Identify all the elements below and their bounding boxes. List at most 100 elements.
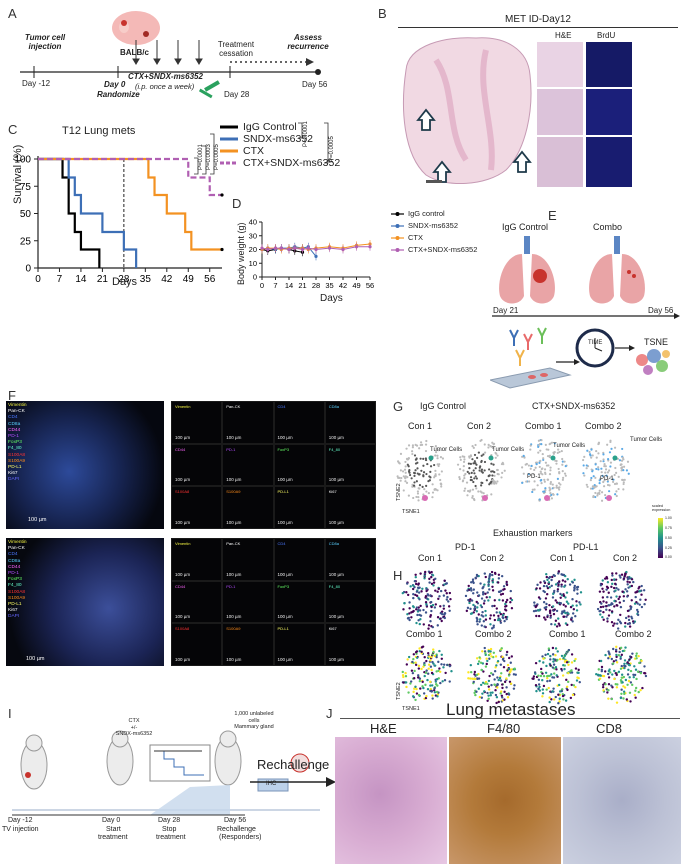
tsne-expression-point	[436, 684, 439, 687]
tsne-expression-point	[482, 602, 486, 605]
tsne-expression-point	[561, 694, 565, 698]
tsne-expression-point	[442, 594, 446, 597]
tsne-point	[546, 454, 550, 458]
tsne-expression-point	[570, 653, 574, 656]
tsne-point	[434, 451, 438, 454]
tsne-point	[532, 473, 535, 476]
tsne-expression-point	[544, 653, 547, 657]
tsne-expression-point	[509, 601, 512, 604]
tsne-expression-point	[414, 593, 417, 597]
tsne-point	[472, 480, 475, 484]
censor-mark	[220, 193, 224, 197]
tsne-expression-point	[497, 573, 501, 576]
tsne-expression-point	[571, 598, 574, 601]
tsne-expression-point	[405, 663, 409, 666]
tsne-expression-point	[493, 604, 496, 608]
tsne-expression-point	[560, 585, 563, 588]
channel-tile: CD44 100 µm	[171, 580, 223, 624]
tsne-expression-point	[535, 587, 538, 590]
tsne-expression-point	[546, 679, 549, 683]
tsne-expression-point	[476, 591, 479, 594]
tsne-expression-point	[502, 585, 506, 588]
tsne-expression-point	[476, 606, 479, 609]
tsne-expression-point	[432, 584, 435, 587]
tsne-point	[522, 472, 525, 475]
tsne-expression-point	[554, 619, 558, 622]
tsne-expression-point	[495, 607, 498, 610]
tsne-expression-point	[469, 607, 472, 611]
tsne-point	[491, 470, 494, 473]
tsne-expression-point	[483, 583, 486, 586]
day28-label: Day 28	[224, 90, 250, 99]
multiplex-overlay-top	[6, 401, 164, 529]
tsne-expression-point	[554, 658, 557, 661]
tsne-cluster-icon	[636, 349, 670, 375]
tsne-expression-point	[417, 674, 420, 677]
tsne-expression-point	[535, 689, 538, 693]
tsne-expression-point	[429, 615, 432, 618]
tsne-point	[483, 469, 486, 472]
tsne-point	[431, 483, 434, 486]
tsne-point	[417, 499, 420, 502]
tsne-expression-point	[542, 601, 546, 604]
tsne-point	[521, 466, 524, 469]
tsne-expression-point	[415, 692, 419, 695]
exhaustion-tsne	[401, 570, 648, 705]
tsne-point	[482, 453, 485, 456]
tsne-expression-point	[448, 680, 451, 683]
tsne-expression-point	[622, 690, 626, 693]
tsne-expression-point	[483, 599, 486, 603]
tsne-expression-point	[424, 671, 428, 675]
tsne-expression-point	[560, 667, 563, 671]
tsne-expression-point	[602, 618, 605, 621]
tsne-expression-point	[501, 592, 505, 596]
tsne-expression-point	[612, 660, 616, 663]
tsne-expression-point	[422, 665, 425, 668]
tsne-expression-point	[599, 659, 603, 663]
panel-e-workflow	[490, 327, 670, 389]
marker-legend-item: CD44	[8, 564, 21, 570]
tsne-expression-point	[484, 614, 488, 617]
tsne-expression-point	[415, 621, 418, 625]
tsne-point	[425, 439, 428, 443]
tsne-expression-point	[420, 590, 423, 593]
tsne-point	[413, 472, 416, 475]
tsne-expression-point	[539, 581, 542, 584]
tsne-expression-point	[622, 685, 625, 688]
channel-tile: CD4 100 µm	[273, 401, 325, 444]
tsne-expression-point	[412, 593, 415, 596]
tsne-expression-point	[552, 687, 555, 690]
tsne-expression-point	[565, 600, 569, 603]
panel-label-a: A	[8, 6, 17, 21]
tsne-expression-point	[472, 680, 475, 684]
tsne-expression-point	[634, 595, 637, 599]
tsne-expression-point	[602, 689, 605, 692]
tsne-point	[538, 461, 541, 464]
tsne-expression-point	[425, 602, 428, 606]
tsne-expression-point	[619, 613, 622, 617]
tsne-expression-point	[414, 582, 418, 586]
tsne-point	[522, 454, 525, 458]
tsne-point	[500, 476, 503, 479]
channel-tile: S100A9 100 µm	[222, 486, 274, 529]
tsne-point	[539, 470, 542, 473]
tsne-expression-point	[443, 678, 447, 682]
tsne-point	[564, 474, 567, 477]
tsne-expression-point	[412, 596, 415, 600]
tsne-point	[540, 482, 543, 485]
tsne-expression-point	[420, 650, 423, 654]
tsne-point	[470, 478, 473, 482]
tsne-point	[415, 495, 418, 499]
tsne-expression-point	[409, 682, 412, 685]
channel-tile-label: PD-L1	[277, 626, 289, 632]
panel-e-igg: IgG Control	[502, 222, 549, 232]
tsne-expression-point	[477, 594, 481, 597]
channel-scale-label: 100 µm	[277, 656, 293, 662]
tsne-expression-point	[623, 659, 627, 662]
tsne-point	[617, 475, 620, 478]
panel-b-title: MET ID-Day12	[505, 14, 571, 25]
tsne-point	[472, 469, 475, 472]
tsne-expression-point	[425, 694, 428, 698]
tsne-expression-point	[629, 669, 633, 673]
